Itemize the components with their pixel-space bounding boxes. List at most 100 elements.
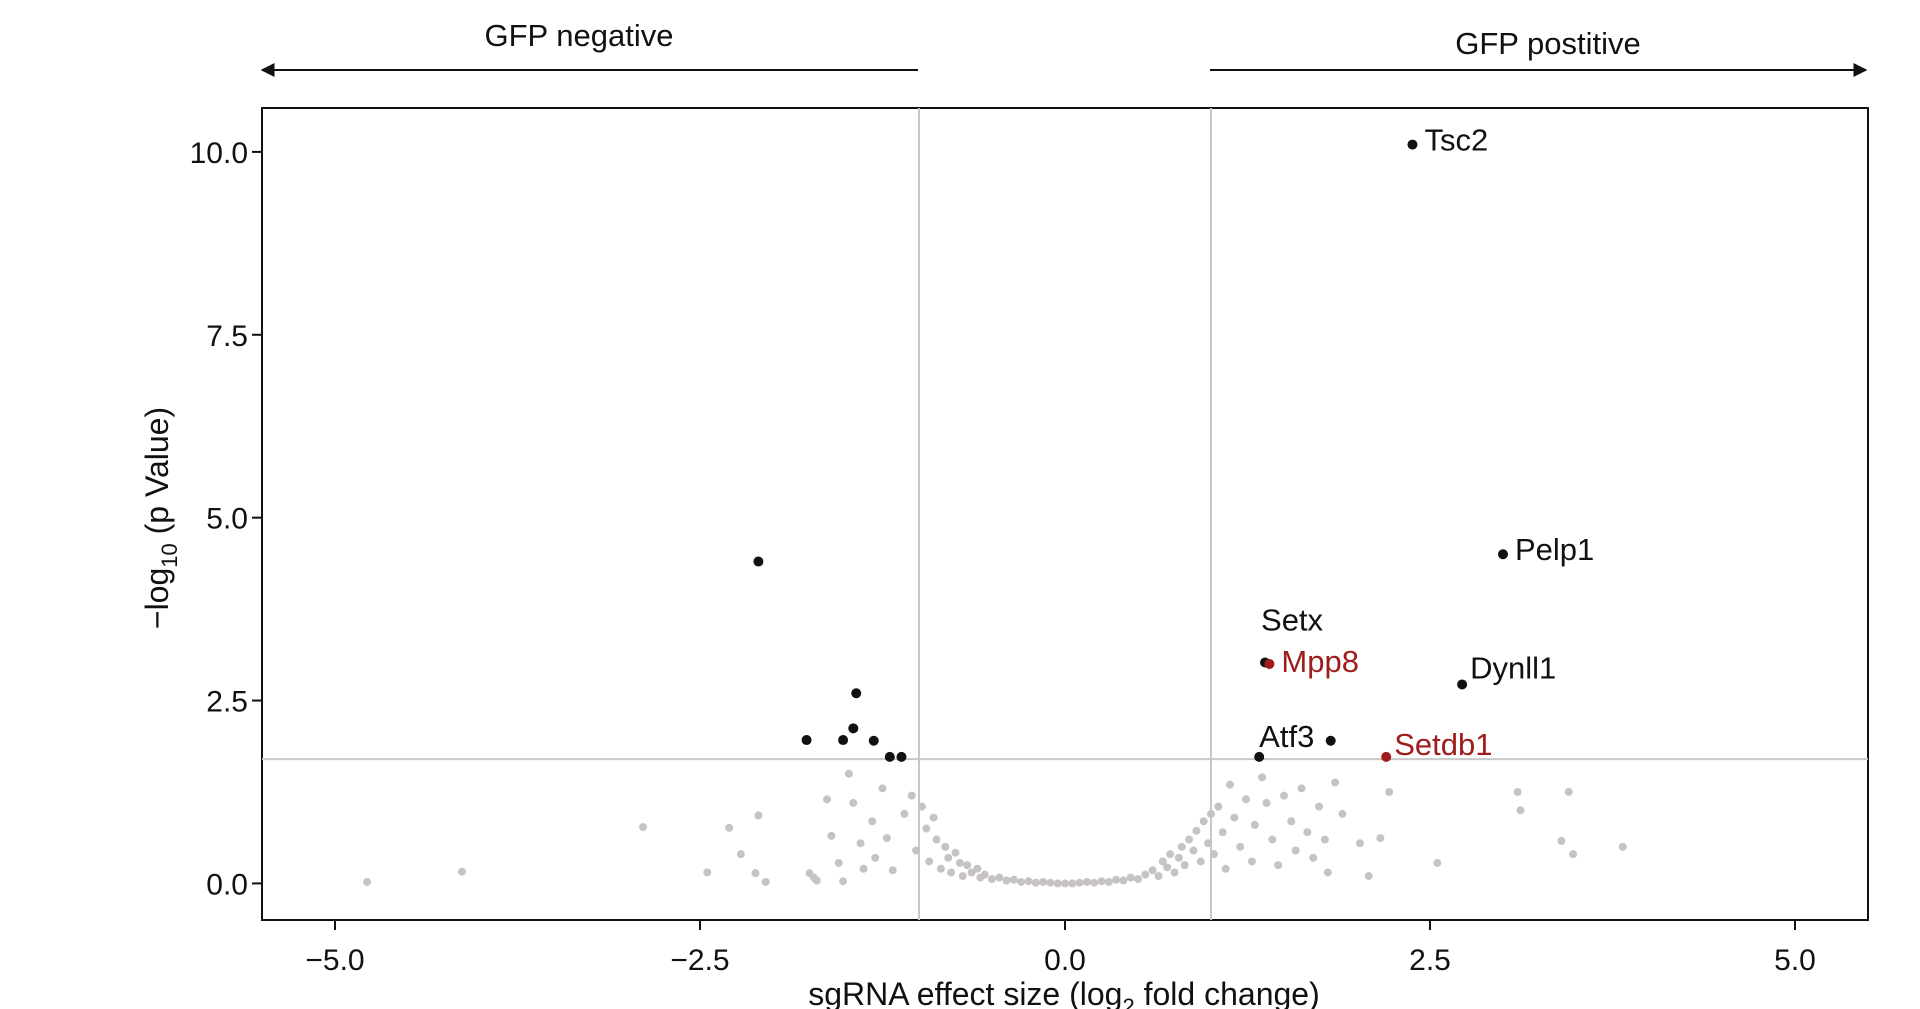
background-point xyxy=(1104,877,1113,886)
background-point xyxy=(1090,878,1099,887)
background-point xyxy=(1320,835,1329,844)
background-point xyxy=(955,858,964,867)
background-point xyxy=(844,769,853,778)
background-point xyxy=(1039,877,1048,886)
gene-label-setx: Setx xyxy=(1261,603,1324,638)
background-point xyxy=(878,784,887,793)
background-point xyxy=(1174,853,1183,862)
background-point xyxy=(1274,861,1283,870)
background-point xyxy=(1331,778,1340,787)
hit-point xyxy=(848,723,859,734)
background-point xyxy=(1364,872,1373,881)
background-point xyxy=(1134,875,1142,884)
background-point xyxy=(1163,863,1172,872)
background-point xyxy=(1236,842,1245,851)
background-point xyxy=(1148,866,1157,875)
hit-point xyxy=(1457,679,1468,690)
background-point xyxy=(839,877,848,886)
background-point xyxy=(917,802,926,811)
background-point xyxy=(1297,784,1306,793)
background-point xyxy=(1192,826,1201,835)
background-point xyxy=(1180,861,1189,870)
background-points xyxy=(363,769,1627,888)
background-point xyxy=(1009,875,1018,884)
background-point xyxy=(871,853,880,862)
background-point xyxy=(1158,857,1167,866)
background-point xyxy=(1199,817,1208,826)
background-point xyxy=(856,839,865,848)
background-point xyxy=(1196,857,1205,866)
background-point xyxy=(1031,878,1040,887)
background-point xyxy=(1002,876,1011,885)
background-point xyxy=(888,866,897,875)
gfp-positive-label: GFP postitive xyxy=(1455,26,1641,61)
background-point xyxy=(1315,802,1324,811)
background-point xyxy=(1355,839,1364,848)
background-point xyxy=(1250,820,1259,829)
y-tick-label: 0.0 xyxy=(206,868,248,901)
background-point xyxy=(849,798,858,807)
background-point xyxy=(458,867,467,876)
background-point xyxy=(907,791,916,800)
background-point xyxy=(1569,850,1578,859)
background-point xyxy=(1247,857,1256,866)
background-point xyxy=(925,857,934,866)
background-point xyxy=(912,846,921,855)
background-point xyxy=(944,853,953,862)
background-point xyxy=(995,873,1004,882)
y-tick-label: 7.5 xyxy=(206,320,248,353)
background-point xyxy=(859,864,868,873)
background-point xyxy=(947,868,956,877)
background-point xyxy=(936,864,945,873)
background-point xyxy=(1017,877,1026,886)
x-axis-title: sgRNA effect size (log2 fold change) xyxy=(808,976,1319,1009)
background-point xyxy=(1262,798,1271,807)
background-point xyxy=(900,809,909,818)
background-point xyxy=(1207,809,1215,818)
background-point xyxy=(1189,846,1198,855)
background-point xyxy=(1433,858,1442,867)
y-axis: 0.0 2.5 5.0 7.5 10.0 xyxy=(190,137,262,901)
background-point xyxy=(1268,835,1277,844)
background-point xyxy=(941,842,950,851)
gene-label-pelp1: Pelp1 xyxy=(1515,532,1594,567)
background-point xyxy=(1082,877,1091,886)
background-point xyxy=(1516,806,1525,815)
background-point xyxy=(823,795,832,804)
background-point xyxy=(703,868,712,877)
background-point xyxy=(1513,787,1522,796)
background-point xyxy=(951,848,960,857)
background-point xyxy=(1218,828,1227,837)
background-point xyxy=(963,861,972,870)
background-point xyxy=(751,869,760,878)
background-point xyxy=(1291,846,1300,855)
background-point xyxy=(1242,795,1251,804)
background-point xyxy=(1309,853,1318,862)
background-point xyxy=(834,858,843,867)
background-point xyxy=(922,824,931,833)
y-axis-title: −log10 (p Value) xyxy=(139,407,182,629)
background-point xyxy=(1303,828,1312,837)
hit-point xyxy=(1381,751,1392,762)
background-point xyxy=(1046,878,1055,887)
hit-point xyxy=(1325,735,1336,746)
background-point xyxy=(1618,842,1627,851)
background-point xyxy=(1258,773,1267,782)
background-point xyxy=(1154,872,1163,881)
background-point xyxy=(1170,868,1179,877)
background-point xyxy=(1024,877,1033,886)
background-point xyxy=(1075,878,1084,887)
hit-point xyxy=(801,735,812,746)
y-tick-label: 5.0 xyxy=(206,503,248,536)
background-point xyxy=(1097,877,1106,886)
background-point xyxy=(958,872,967,881)
background-point xyxy=(1112,875,1121,884)
background-point xyxy=(932,835,941,844)
y-tick-label: 10.0 xyxy=(190,137,248,170)
background-point xyxy=(1323,868,1332,877)
gene-label-setdb1: Setdb1 xyxy=(1394,727,1492,762)
background-point xyxy=(1557,836,1566,845)
background-point xyxy=(812,876,821,885)
hit-point xyxy=(1498,549,1508,560)
hit-point xyxy=(1407,139,1418,150)
